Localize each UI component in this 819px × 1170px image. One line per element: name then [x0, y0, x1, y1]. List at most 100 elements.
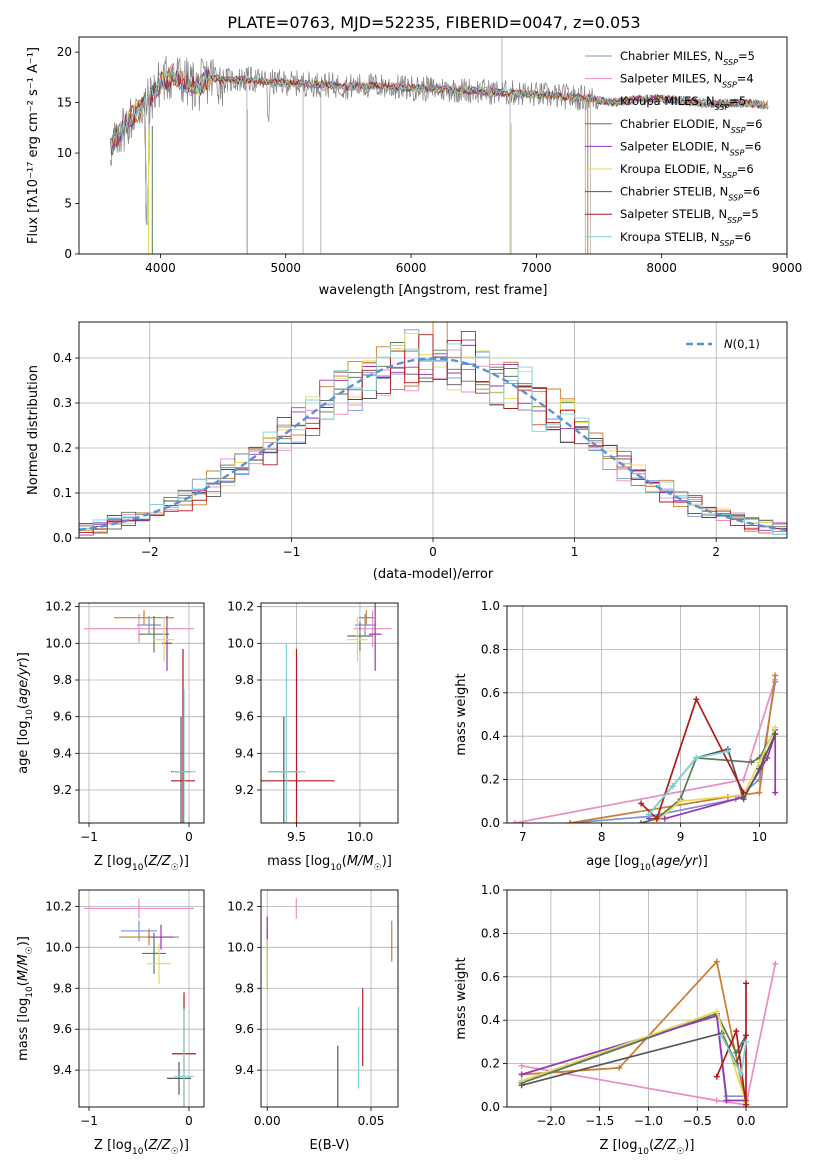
errorbar-point	[149, 924, 173, 950]
label-part: ☉	[25, 946, 35, 954]
x-tick-label: 0.05	[358, 1114, 385, 1128]
legend-sub: SSP	[730, 148, 745, 157]
mass-vs-Z-panel: −1 09.49.69.810.010.2Z [log10(Z/Z☉)]mass …	[16, 889, 205, 1157]
label-part: 10	[25, 986, 35, 998]
y-tick-label: 0.6	[481, 686, 500, 700]
y-tick-label: 0	[64, 247, 72, 261]
y-tick-label: 9.6	[53, 1022, 72, 1036]
y-tick-label: 10.2	[227, 899, 254, 913]
legend-entry: Salpeter ELODIE, NSSP=6	[620, 139, 761, 157]
legend-tail: =6	[743, 185, 760, 199]
errorbar-point	[347, 621, 373, 651]
y-tick-label: 10.0	[227, 636, 254, 650]
y-tick-label: 9.8	[53, 981, 72, 995]
y-tick-label: 0.4	[53, 351, 72, 365]
normal-curve	[79, 357, 787, 532]
y-tick-label: 0.4	[481, 729, 500, 743]
x-tick-label: 10.0	[347, 830, 374, 844]
x-tick-label: 8000	[646, 261, 677, 275]
legend: N(0,1)	[686, 337, 760, 351]
model-spectrum	[109, 69, 768, 225]
x-tick-label: 10	[752, 830, 767, 844]
x-tick-label: −1	[80, 1114, 98, 1128]
x-axis-label: Z [log10(Z/Z☉)]	[94, 854, 189, 873]
y-tick-label: 10.2	[227, 600, 254, 614]
x-tick-label: 9.5	[287, 830, 306, 844]
weight-series	[521, 1014, 746, 1102]
x-axis-label: (data-model)/error	[373, 567, 494, 582]
y-tick-label: 0.0	[53, 531, 72, 545]
errorbar-point	[114, 610, 174, 625]
label-part: Z/Z	[653, 1138, 677, 1153]
age-vs-mass-panel: 9.5 10.0 9.2 9.4 9.6 9.8 10.0 10.2 mass [log10(M…	[227, 600, 399, 873]
errorbar-point	[154, 617, 174, 662]
label-part: Z [log	[94, 1138, 132, 1153]
legend-text: Salpeter MILES, N	[620, 72, 722, 86]
y-tick-label: 0.6	[481, 970, 500, 984]
y-tick-label: 5	[64, 197, 72, 211]
label-part: Z [log	[94, 854, 132, 869]
label-part: (	[651, 854, 656, 869]
legend-tail: =6	[737, 162, 754, 176]
legend-text: Chabrier ELODIE, N	[620, 117, 731, 131]
x-tick-label: 8	[598, 830, 606, 844]
x-tick-label: −2	[141, 545, 159, 559]
histogram-panel: −2 −1 0 1 2 0.0 0.1 0.2 0.3 0.4 (data-model)/error…	[26, 321, 788, 582]
legend-sub: SSP	[731, 125, 746, 134]
legend-text: Kroupa MILES, N	[620, 94, 715, 108]
x-tick-label: 0	[185, 1114, 193, 1128]
x-tick-label: 0	[429, 545, 437, 559]
y-tick-label: 9.6	[53, 710, 72, 724]
errorbar-point	[121, 920, 157, 942]
y-tick-label: 9.2	[235, 783, 254, 797]
weight-series	[640, 697, 745, 821]
legend-text: Salpeter ELODIE, N	[620, 139, 730, 153]
y-tick-label: 0.3	[53, 396, 72, 410]
legend-tail: =5	[729, 94, 746, 108]
x-axis-label: Z [log10(Z/Z☉)]	[94, 1138, 189, 1157]
y-tick-label: 9.4	[235, 1063, 254, 1077]
errorbar-point	[137, 615, 161, 635]
y-axis-label: mass weight	[454, 957, 469, 1039]
y-tick-label: 9.8	[53, 673, 72, 687]
x-tick-label: 9000	[772, 261, 803, 275]
y-tick-label: 9.8	[235, 673, 254, 687]
legend-sub: SSP	[727, 216, 742, 225]
label-part: )]	[382, 854, 392, 869]
axes-frame	[260, 889, 399, 1108]
errorbars	[84, 898, 196, 1107]
y-axis-label: Normed distribution	[26, 365, 41, 495]
errorbar-point	[353, 610, 392, 647]
legend-sub: SSP	[715, 103, 730, 112]
y-axis-label: mass weight	[454, 673, 469, 755]
massweight-vs-Z-panel: −2.0 −1.5 −1.0 −0.5 0.0 0.0 0.2 0.4 0.6 0.8 1.0 Z […	[454, 883, 788, 1157]
legend-text: Chabrier STELIB, N	[620, 185, 728, 199]
label-part: )]	[16, 652, 31, 662]
y-tick-label: 1.0	[481, 883, 500, 897]
weight-lines	[511, 672, 779, 823]
x-tick-label: 5000	[270, 261, 301, 275]
legend-text: Chabrier MILES, N	[620, 49, 723, 63]
label-part: ☉	[171, 1147, 179, 1157]
y-tick-label: 0.2	[53, 441, 72, 455]
y-tick-label: 1.0	[481, 599, 500, 613]
label-part: age/yr	[656, 854, 699, 869]
x-axis-label: wavelength [Angstrom, rest frame]	[319, 283, 548, 298]
label-part: )]	[684, 1138, 694, 1153]
x-tick-label: 0.0	[736, 1114, 755, 1128]
y-tick-label: 0.2	[481, 773, 500, 787]
legend-text: Kroupa STELIB, N	[620, 230, 720, 244]
x-tick-label: 9	[677, 830, 685, 844]
label-part: 10	[330, 863, 342, 873]
label-part: age [log	[586, 854, 639, 869]
y-axis-label: mass [log10(M/M☉)]	[16, 936, 35, 1061]
y-tick-label: 10	[57, 146, 72, 160]
weight-series	[521, 959, 747, 1105]
weight-series	[521, 1010, 747, 1103]
label-part: (	[143, 854, 148, 869]
x-axis-label: mass [log10(M/M☉)]	[267, 854, 392, 873]
legend-entry: N(0,1)	[724, 337, 760, 351]
x-tick-label: −2.0	[536, 1114, 565, 1128]
weight-lines	[518, 958, 779, 1107]
weight-series	[570, 681, 777, 823]
